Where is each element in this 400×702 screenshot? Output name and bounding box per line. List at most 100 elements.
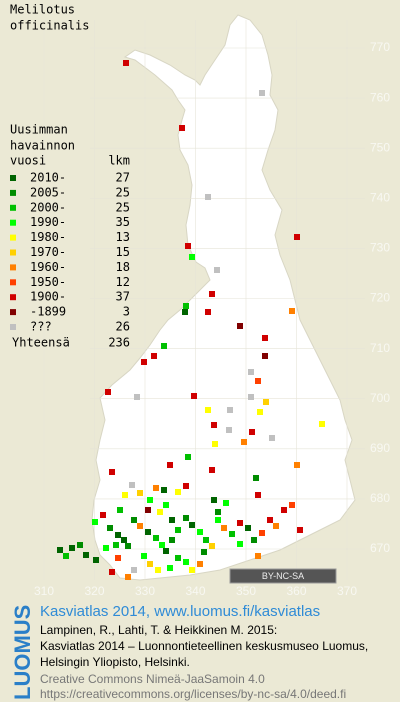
occurrence-square [77, 542, 83, 548]
occurrence-square [185, 243, 191, 249]
occurrence-square [255, 378, 261, 384]
occurrence-square [237, 520, 243, 526]
legend-swatch [10, 279, 16, 286]
occurrence-square [113, 542, 119, 548]
occurrence-square [163, 502, 169, 508]
legend-count: 26 [116, 320, 130, 334]
occurrence-square [209, 467, 215, 473]
occurrence-square [319, 421, 325, 427]
occurrence-square [263, 399, 269, 405]
y-label: 680 [370, 491, 390, 505]
legend-label: 2010- [30, 171, 66, 185]
occurrence-square [103, 545, 109, 551]
occurrence-square [115, 555, 121, 561]
legend-swatch [10, 294, 16, 301]
occurrence-square [273, 523, 279, 529]
occurrence-square [212, 441, 218, 447]
occurrence-square [257, 409, 263, 415]
occurrence-square [262, 335, 268, 341]
occurrence-square [182, 309, 188, 315]
x-label: 310 [34, 584, 54, 598]
legend-count: 13 [116, 230, 130, 244]
occurrence-square [175, 527, 181, 533]
legend-label: 2000- [30, 200, 66, 214]
occurrence-square [121, 537, 127, 543]
footer-heading: Kasviatlas 2014, www.luomus.fi/kasviatla… [40, 603, 320, 620]
legend-count: 27 [116, 171, 130, 185]
occurrence-square [237, 541, 243, 547]
occurrence-square [161, 487, 167, 493]
occurrence-square [197, 529, 203, 535]
occurrence-square [141, 553, 147, 559]
occurrence-square [183, 515, 189, 521]
occurrence-square [189, 522, 195, 528]
occurrence-square [147, 561, 153, 567]
citation: Helsingin Yliopisto, Helsinki. [40, 655, 190, 669]
occurrence-square [183, 483, 189, 489]
license-text: https://creativecommons.org/licenses/by-… [40, 687, 346, 701]
occurrence-square [281, 507, 287, 513]
y-label: 770 [370, 40, 390, 54]
occurrence-square [125, 574, 131, 580]
license-badge-text: BY-NC-SA [262, 571, 304, 581]
legend-swatch [10, 175, 16, 181]
x-label: 320 [84, 584, 104, 598]
occurrence-square [211, 497, 217, 503]
y-label: 720 [370, 291, 390, 305]
title: officinalis [10, 19, 89, 33]
legend-swatch [10, 324, 16, 330]
legend-swatch [10, 219, 16, 226]
occurrence-square [175, 489, 181, 495]
occurrence-square [151, 353, 157, 359]
occurrence-square [147, 497, 153, 503]
occurrence-square [83, 552, 89, 558]
legend-column: lkm [108, 154, 130, 168]
occurrence-square [163, 548, 169, 554]
occurrence-square [229, 531, 235, 537]
legend-count: 35 [116, 215, 130, 229]
occurrence-square [294, 234, 300, 240]
legend-label: 1990- [30, 215, 66, 229]
occurrence-square [211, 422, 217, 428]
occurrence-square [205, 194, 211, 200]
occurrence-square [57, 547, 63, 553]
occurrence-square [109, 469, 115, 475]
legend-swatch [10, 264, 16, 271]
legend-label: 1950- [30, 275, 66, 289]
occurrence-square [159, 542, 165, 548]
occurrence-square [117, 507, 123, 513]
legend-swatch [10, 189, 16, 196]
occurrence-square [221, 525, 227, 531]
occurrence-square [131, 517, 137, 523]
occurrence-square [255, 492, 261, 498]
occurrence-square [189, 567, 195, 573]
legend-label: 1980- [30, 230, 66, 244]
occurrence-square [153, 485, 159, 491]
legend-swatch [10, 234, 16, 241]
occurrence-square [197, 561, 203, 567]
legend-column: vuosi [10, 154, 46, 168]
occurrence-square [93, 557, 99, 563]
legend-count: 15 [116, 245, 130, 259]
legend-label: 2005- [30, 185, 66, 199]
legend-heading: Uusimman [10, 123, 68, 137]
occurrence-square [205, 309, 211, 315]
occurrence-square [262, 353, 268, 359]
legend-label: ??? [30, 320, 52, 334]
occurrence-square [251, 537, 257, 543]
occurrence-square [131, 567, 137, 573]
legend-label: 1970- [30, 245, 66, 259]
occurrence-square [63, 553, 69, 559]
occurrence-square [105, 389, 111, 395]
occurrence-square [183, 303, 189, 309]
occurrence-square [167, 565, 173, 571]
occurrence-square [191, 393, 197, 399]
legend-label: 1900- [30, 290, 66, 304]
occurrence-square [201, 549, 207, 555]
legend-count: 18 [116, 260, 130, 274]
legend: 2010- 27 2005- 25 2000- 25 1990- 35 1980- 13 1970-… [10, 171, 130, 334]
occurrence-square [267, 517, 273, 523]
occurrence-square [289, 308, 295, 314]
occurrence-square [115, 532, 121, 538]
logo: LUOMUS [10, 605, 35, 700]
